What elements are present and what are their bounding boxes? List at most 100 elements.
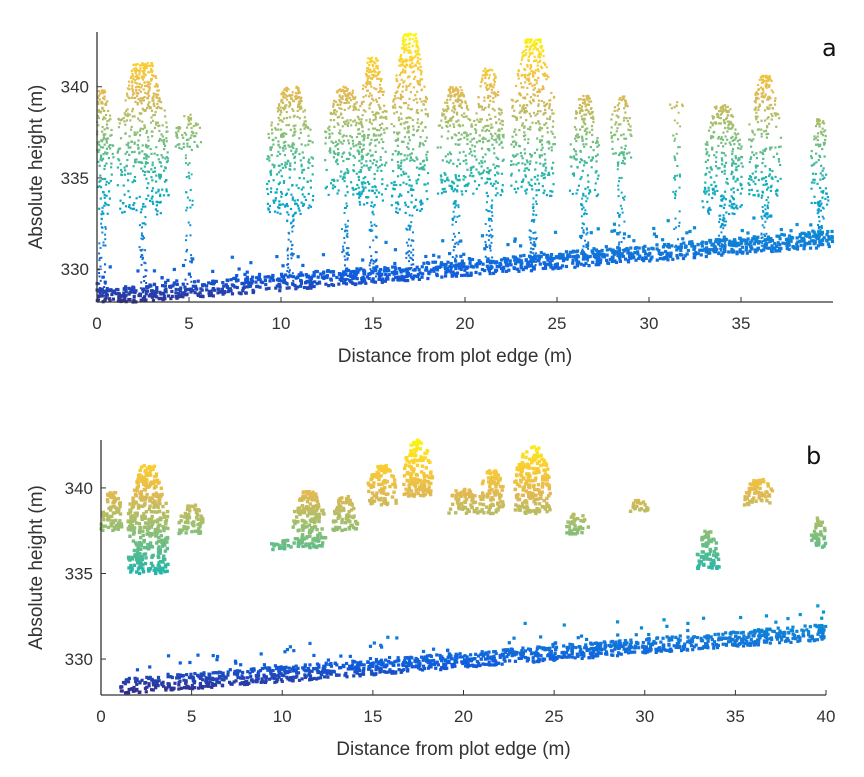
point — [410, 263, 413, 266]
point — [365, 164, 368, 167]
point — [523, 148, 526, 151]
point — [541, 185, 544, 188]
point — [484, 106, 487, 109]
point — [354, 96, 357, 99]
point — [454, 143, 457, 146]
point — [450, 136, 454, 139]
point — [299, 159, 302, 162]
point — [339, 276, 344, 281]
point — [274, 127, 277, 130]
point — [610, 229, 614, 233]
point — [481, 108, 484, 111]
point — [348, 92, 351, 95]
point — [514, 116, 517, 119]
point — [372, 270, 375, 273]
point — [277, 116, 280, 120]
point — [489, 169, 492, 172]
point — [296, 275, 300, 279]
point — [142, 291, 145, 294]
point — [478, 272, 482, 276]
point — [816, 244, 820, 248]
point — [188, 177, 191, 180]
point — [647, 247, 651, 251]
point — [124, 205, 128, 208]
point — [523, 97, 526, 100]
point — [294, 97, 297, 101]
point — [393, 125, 396, 128]
point — [144, 205, 147, 208]
point — [574, 254, 578, 259]
point — [583, 129, 586, 132]
point — [415, 42, 418, 45]
point — [598, 261, 602, 265]
point — [487, 69, 490, 72]
point — [710, 168, 713, 171]
point — [124, 132, 127, 135]
point — [141, 120, 144, 123]
point — [766, 237, 770, 241]
point — [176, 136, 179, 139]
point — [126, 94, 129, 97]
point — [328, 136, 331, 140]
point — [296, 92, 300, 95]
point — [369, 159, 372, 162]
point — [455, 189, 458, 192]
point — [104, 282, 107, 285]
point — [119, 119, 123, 122]
point — [594, 263, 598, 267]
point — [708, 206, 711, 209]
point — [583, 100, 587, 103]
point — [342, 281, 346, 285]
point — [102, 276, 105, 279]
point — [269, 170, 272, 174]
point — [153, 152, 156, 155]
point — [613, 259, 617, 263]
point — [397, 116, 400, 119]
point — [367, 68, 370, 71]
point — [418, 145, 421, 148]
point — [125, 109, 128, 113]
point — [275, 254, 279, 259]
point — [137, 146, 140, 149]
point — [349, 105, 352, 108]
point — [492, 260, 496, 264]
point — [532, 209, 535, 212]
point — [462, 178, 465, 181]
point — [616, 253, 620, 258]
point — [457, 243, 460, 246]
point — [493, 261, 498, 265]
point — [346, 229, 349, 232]
point — [103, 167, 106, 171]
point — [360, 118, 363, 121]
point — [198, 126, 202, 129]
point — [327, 284, 331, 288]
point — [230, 255, 234, 259]
point — [407, 267, 412, 271]
point — [142, 109, 145, 112]
point — [495, 187, 498, 190]
point — [539, 45, 542, 48]
point — [284, 193, 288, 196]
point — [516, 153, 519, 156]
point — [387, 273, 391, 277]
point — [605, 258, 609, 262]
point — [524, 41, 527, 45]
point — [571, 261, 575, 265]
point — [663, 250, 668, 254]
point — [409, 256, 412, 259]
point — [378, 105, 381, 108]
point — [287, 286, 291, 290]
point — [537, 70, 540, 73]
point — [344, 282, 349, 286]
point — [410, 201, 413, 204]
point — [144, 153, 147, 156]
point — [590, 249, 595, 254]
point — [457, 265, 462, 269]
point — [292, 252, 295, 255]
point — [464, 154, 467, 157]
point — [337, 115, 341, 118]
point — [364, 281, 368, 285]
point — [544, 263, 548, 268]
point — [141, 296, 145, 301]
point — [370, 204, 373, 207]
